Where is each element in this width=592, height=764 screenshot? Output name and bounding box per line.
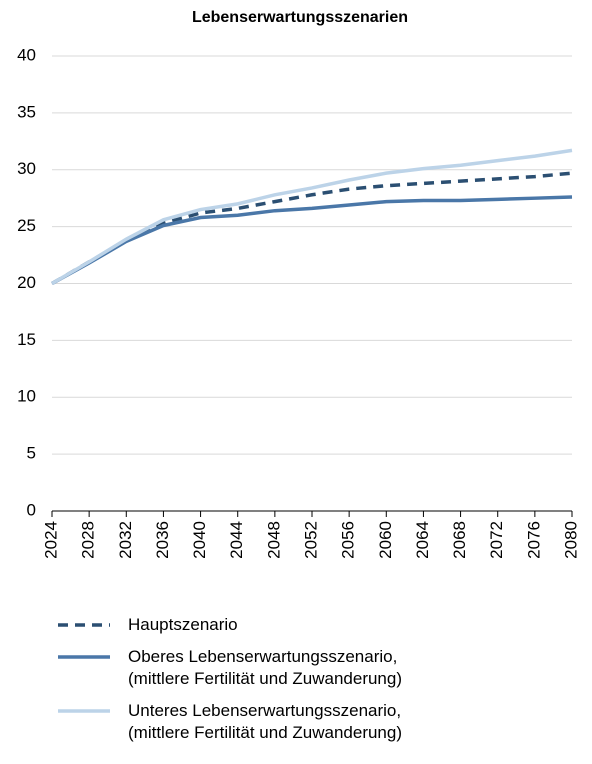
- x-tick-label: 2060: [376, 521, 395, 559]
- x-tick-label: 2032: [116, 521, 135, 559]
- x-tick-label: 2076: [524, 521, 543, 559]
- legend: Hauptszenario Oberes Lebenserwartungsszen…: [56, 614, 586, 754]
- legend-swatch: [58, 623, 110, 627]
- legend-swatch: [58, 709, 110, 713]
- legend-label: Unteres Lebenserwartungsszenario, (mittl…: [128, 701, 403, 742]
- x-tick-label: 2040: [190, 521, 209, 559]
- chart: Lebenserwartungsszenarien 0 5 10 15 20 25 30 35…: [17, 9, 580, 559]
- chart-title: Lebenserwartungsszenarien: [192, 9, 408, 26]
- series-line: [51, 195, 573, 286]
- y-tick-label: 0: [27, 500, 36, 519]
- x-tick-label: 2024: [41, 521, 60, 559]
- y-tick-label: 15: [17, 330, 36, 349]
- y-tick-label: 5: [27, 444, 36, 463]
- legend-item: Oberes Lebenserwartungsszenario, (mittle…: [56, 646, 586, 690]
- legend-label: Hauptszenario: [128, 615, 238, 634]
- legend-swatch: [58, 655, 110, 659]
- legend-item: Hauptszenario: [56, 614, 586, 636]
- y-tick-label: 10: [17, 387, 36, 406]
- y-tick-label: 35: [17, 102, 36, 121]
- x-tick-label: 2052: [301, 521, 320, 559]
- x-tick-label: 2056: [339, 521, 358, 559]
- y-tick-label: 20: [17, 273, 36, 292]
- x-tick-label: 2028: [79, 521, 98, 559]
- legend-label: Oberes Lebenserwartungsszenario, (mittle…: [128, 647, 403, 688]
- y-tick-label: 30: [17, 159, 36, 178]
- x-tick-label: 2048: [264, 521, 283, 559]
- x-tick-label: 2068: [450, 521, 469, 559]
- series-line: [51, 171, 573, 286]
- x-tick-label: 2080: [561, 521, 580, 559]
- y-tick-label: 40: [17, 45, 36, 64]
- y-tick-label: 25: [17, 216, 36, 235]
- x-tick-label: 2036: [153, 521, 172, 559]
- x-tick-label: 2064: [413, 521, 432, 559]
- x-tick-label: 2072: [487, 521, 506, 559]
- legend-item: Unteres Lebenserwartungsszenario, (mittl…: [56, 700, 586, 744]
- series-line: [51, 148, 573, 286]
- x-tick-label: 2044: [227, 521, 246, 559]
